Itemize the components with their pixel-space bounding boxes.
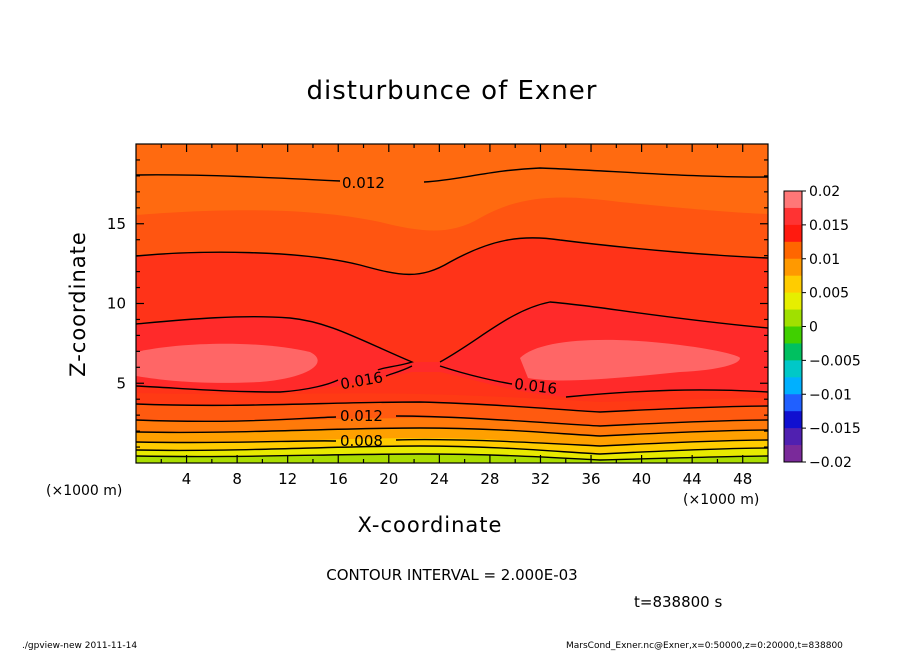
colorbar-swatch [784, 207, 802, 226]
colorbar-tick-label: −0.005 [809, 353, 861, 369]
contour-line [136, 315, 414, 371]
colorbar-tick-label: −0.015 [809, 421, 861, 437]
y-tick-label: 5 [116, 374, 126, 392]
contour-interval-label: CONTOUR INTERVAL = 2.000E-03 [326, 566, 578, 584]
colorbar-swatch [784, 411, 802, 429]
contour-label: 0.012 [342, 174, 385, 192]
x-tick-label: 8 [232, 470, 242, 488]
colorbar-swatch [784, 377, 802, 395]
contour-line [136, 167, 768, 183]
x-tick-label: 48 [733, 470, 752, 488]
colorbar-swatch [784, 191, 802, 209]
contour-line [439, 365, 768, 398]
x-unit-label-right: (×1000 m) [683, 492, 760, 508]
chart-title: disturbunce of Exner [306, 76, 598, 106]
colorbar-swatch [784, 275, 802, 294]
colorbar-swatch [784, 445, 802, 463]
x-tick-label: 32 [531, 470, 550, 488]
band-0.018-plus [136, 343, 318, 383]
plot-area [136, 144, 768, 463]
x-tick-label: 12 [278, 470, 297, 488]
time-label: t=838800 s [634, 593, 723, 611]
contour-line [136, 453, 768, 461]
contour-line [136, 415, 768, 427]
x-tick-label: 24 [430, 470, 449, 488]
x-unit-label-left: (×1000 m) [46, 483, 123, 499]
colorbar-swatch [784, 309, 802, 327]
x-axis: 4 8 12 16 20 24 28 32 36 40 44 48 [160, 144, 752, 488]
colorbar-swatch [784, 343, 802, 361]
contour-line [136, 237, 768, 276]
colorbar-tick-label: 0.02 [809, 184, 840, 200]
y-tick-label: 10 [107, 295, 126, 313]
colorbar-tick-label: −0.02 [809, 455, 852, 471]
y-axis: 5 10 15 [107, 159, 768, 448]
footer-right: MarsCond_Exner.nc@Exner,x=0:50000,z=0:20… [566, 641, 843, 651]
colorbar-tick-label: 0.005 [809, 286, 849, 302]
contour-line [385, 365, 413, 377]
colorbar: 0.02 0.015 0.01 0.005 0 −0.005 −0.01 −0.015 −0.0… [783, 184, 861, 471]
contour-line [136, 401, 768, 413]
colorbar-swatch [784, 360, 802, 378]
contour-line [136, 379, 339, 393]
colorbar-swatch [784, 258, 802, 277]
contour-label: 0.016 [513, 375, 558, 398]
contour-line [136, 445, 768, 455]
colorbar-swatch [784, 394, 802, 412]
x-tick-label: 20 [379, 470, 398, 488]
x-tick-label: 36 [581, 470, 600, 488]
colorbar-swatch [784, 428, 802, 446]
colorbar-tick-label: 0 [809, 320, 818, 336]
colorbar-tick-label: −0.01 [809, 387, 852, 403]
contour-line [439, 301, 768, 363]
colorbar-swatch [784, 326, 802, 344]
colorbar-tick-label: 0.01 [809, 252, 840, 268]
contour-lines [136, 167, 768, 461]
colorbar-tick-label: 0.015 [809, 218, 849, 234]
x-tick-label: 16 [329, 470, 348, 488]
contour-label: 0.012 [340, 407, 383, 425]
band-0.018-plus-right [520, 339, 740, 381]
x-tick-label: 40 [632, 470, 651, 488]
x-tick-label: 4 [182, 470, 192, 488]
x-axis-label: X-coordinate [357, 513, 503, 537]
colorbar-swatch [784, 292, 802, 311]
x-tick-label: 44 [683, 470, 702, 488]
x-tick-label: 28 [480, 470, 499, 488]
contour-line [136, 427, 768, 437]
colorbar-swatch [784, 241, 802, 260]
footer-left: ./gpview-new 2011-11-14 [22, 641, 138, 651]
contour-line [136, 438, 768, 447]
y-tick-label: 15 [107, 215, 126, 233]
contour-label: 0.008 [340, 432, 383, 450]
colorbar-swatch [784, 224, 802, 243]
